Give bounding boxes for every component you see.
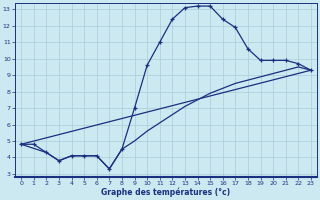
X-axis label: Graphe des températures (°c): Graphe des températures (°c): [101, 188, 231, 197]
